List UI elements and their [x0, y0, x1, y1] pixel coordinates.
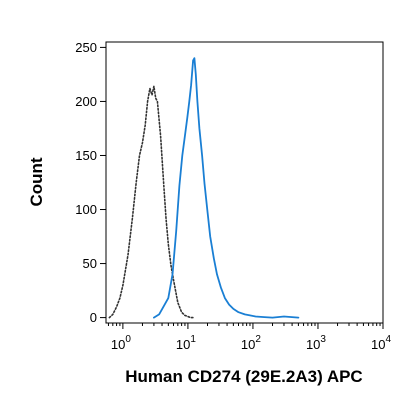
tick-group: 0 50 100 150 200 250 100 101 102 103 104 — [75, 40, 391, 352]
axes — [105, 41, 384, 324]
x-axis-title: Human CD274 (29E.2A3) APC — [125, 367, 362, 386]
stained-histogram-line — [152, 57, 300, 319]
y-tick-label: 150 — [75, 148, 97, 163]
y-tick-label: 100 — [75, 202, 97, 217]
x-tick-label: 102 — [241, 334, 261, 352]
y-tick-label: 250 — [75, 40, 97, 55]
y-tick-label: 50 — [83, 256, 97, 271]
plot-frame — [105, 41, 384, 324]
series-group — [108, 57, 300, 319]
y-tick-label: 0 — [90, 310, 97, 325]
x-tick-label: 104 — [371, 334, 391, 352]
y-tick-label: 200 — [75, 94, 97, 109]
control-histogram-line — [108, 85, 194, 319]
y-axis-title: Count — [27, 157, 46, 206]
x-tick-label: 101 — [176, 334, 196, 352]
x-tick-label: 100 — [111, 334, 131, 352]
x-tick-label: 103 — [306, 334, 326, 352]
